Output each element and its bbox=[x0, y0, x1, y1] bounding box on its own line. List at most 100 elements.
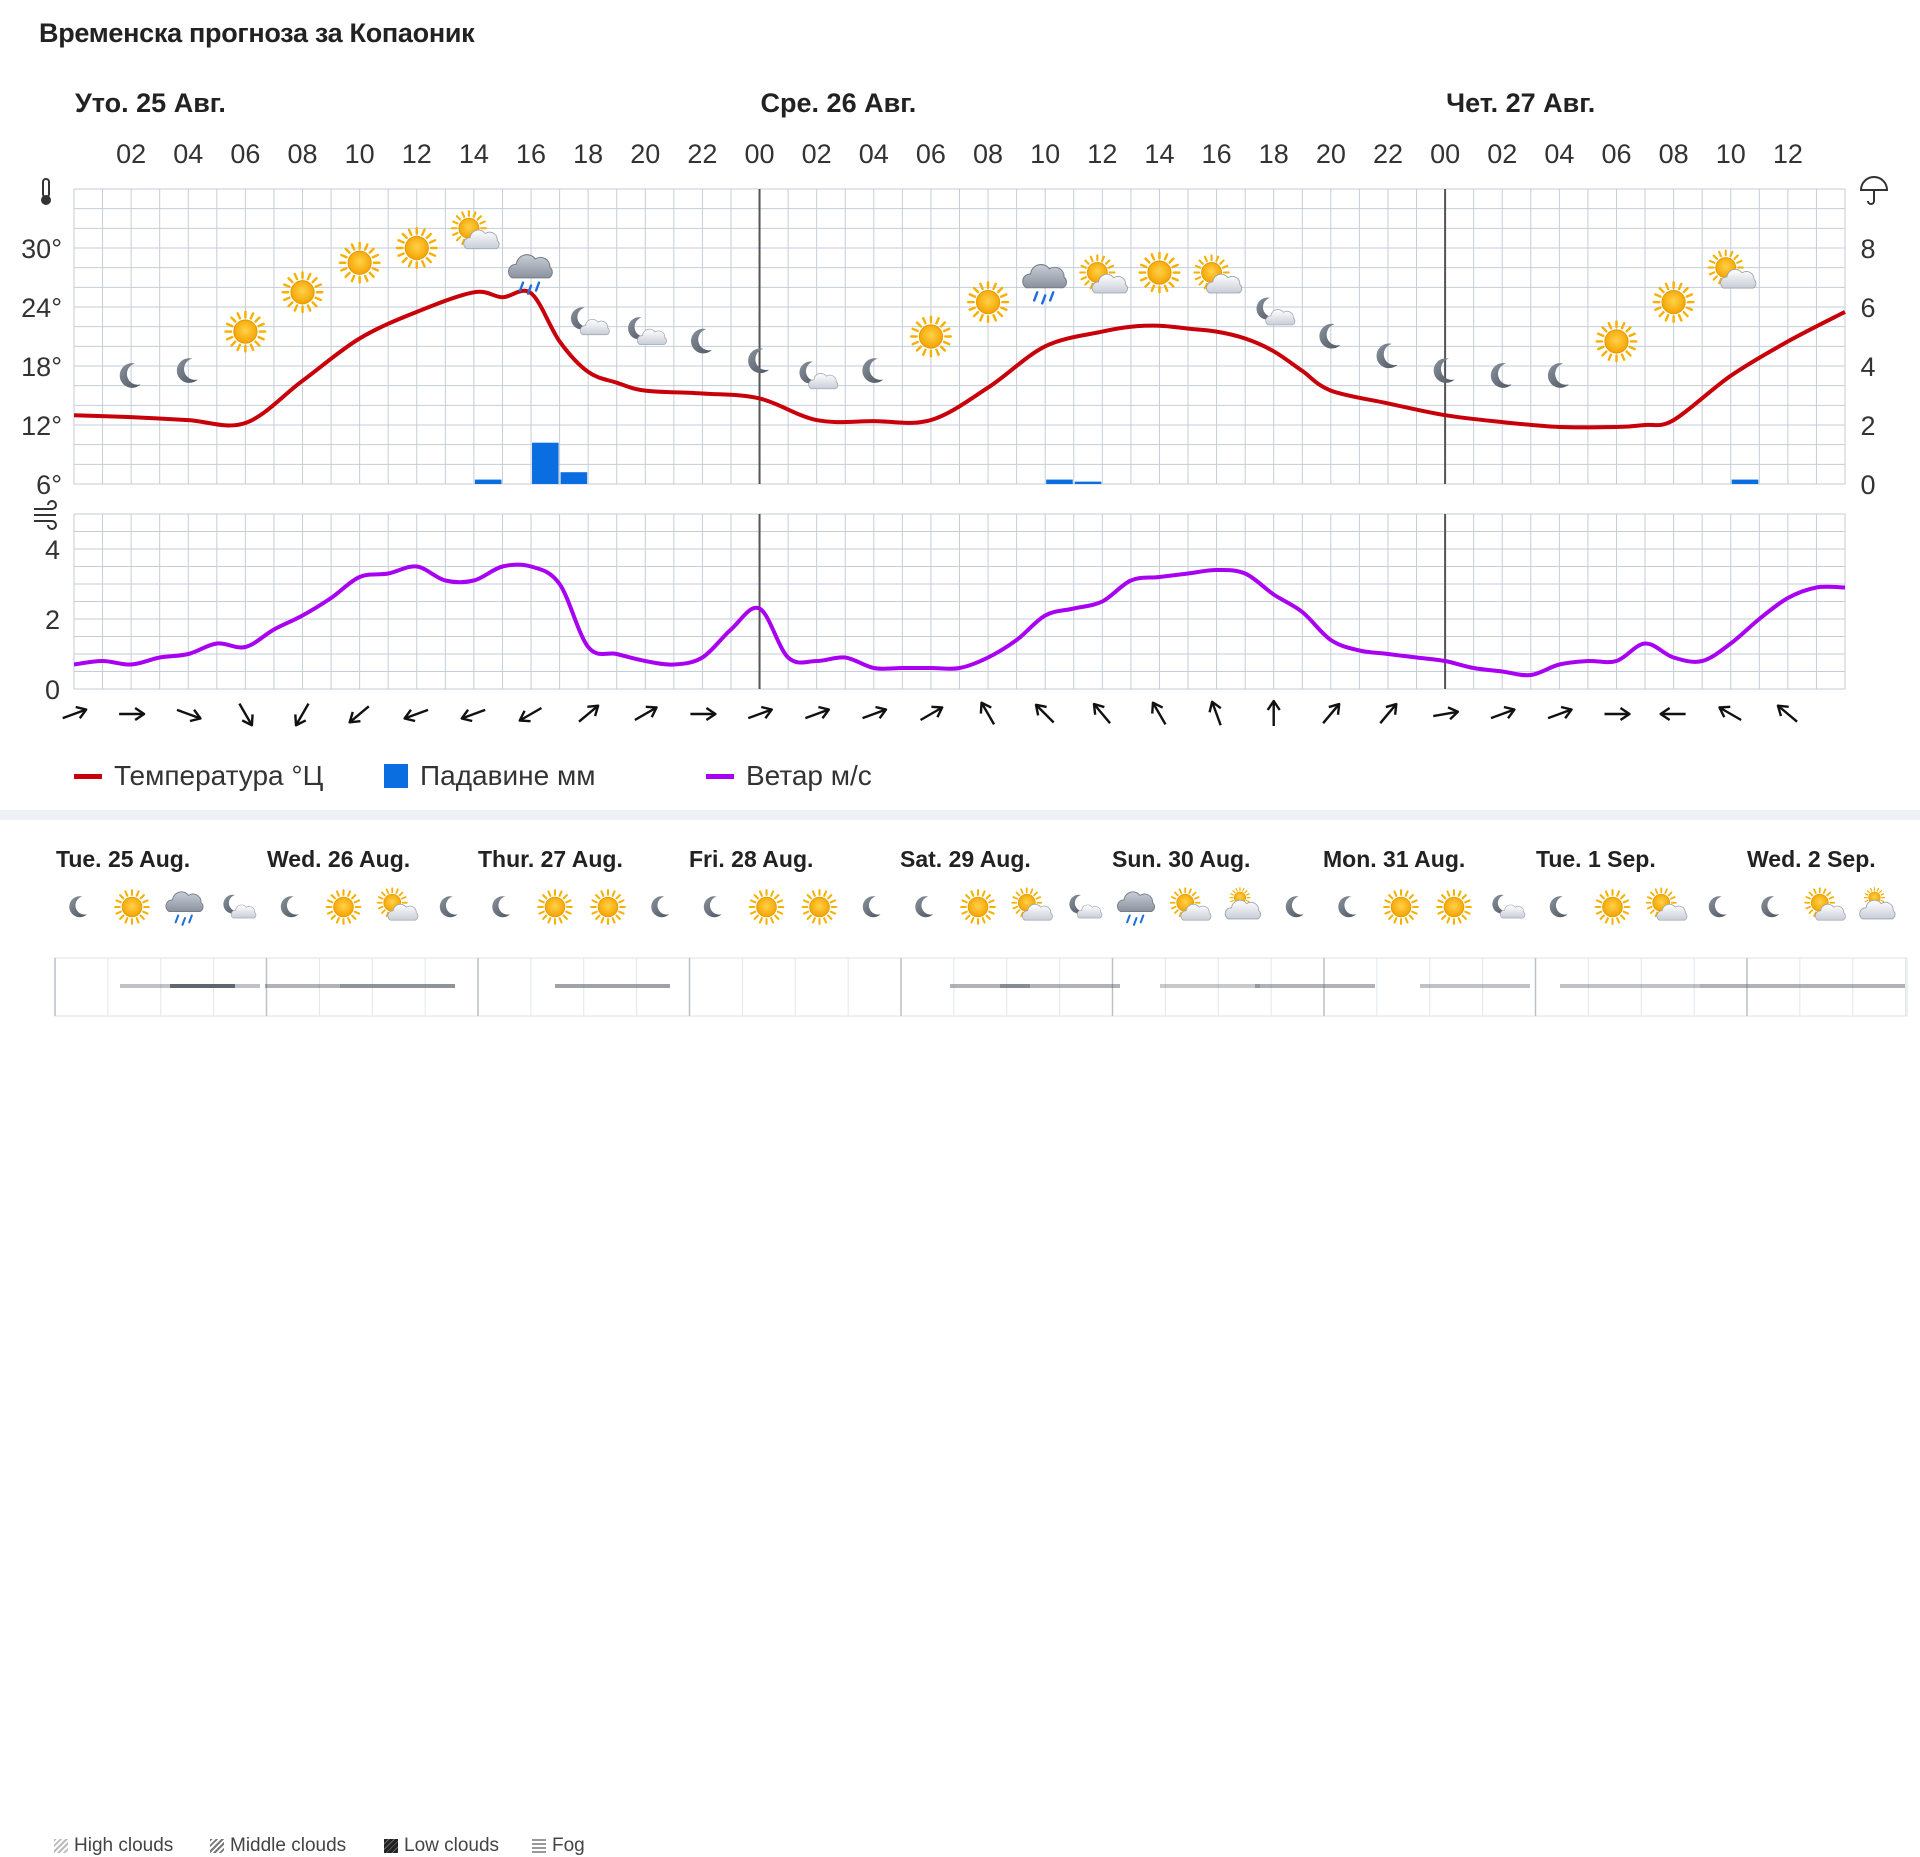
day-label: Чет. 27 Авг. bbox=[1446, 88, 1595, 118]
moon-icon bbox=[1338, 896, 1357, 918]
cloud-shape bbox=[165, 891, 204, 912]
moon-shape bbox=[1708, 896, 1727, 918]
page-title: Временска прогноза за Копаоник bbox=[39, 18, 475, 48]
wind-direction-arrow bbox=[62, 705, 88, 720]
arrow-head bbox=[875, 705, 888, 719]
sun-shape bbox=[748, 889, 785, 925]
sun-icon bbox=[967, 281, 1010, 324]
rain-icon bbox=[508, 254, 553, 295]
fog-icon bbox=[532, 1839, 546, 1853]
wind-stroke bbox=[34, 500, 57, 510]
wind-direction-arrow bbox=[747, 705, 773, 720]
rain-drop bbox=[1032, 291, 1039, 302]
wind-direction-arrow bbox=[1322, 702, 1341, 724]
moon-shape bbox=[280, 896, 299, 918]
hour-label: 22 bbox=[687, 139, 717, 169]
wind-direction-arrow bbox=[518, 706, 543, 723]
hour-label: 08 bbox=[1659, 139, 1689, 169]
hour-label: 10 bbox=[1716, 139, 1746, 169]
arrow-shaft bbox=[1322, 704, 1340, 724]
rain-drop bbox=[188, 914, 193, 924]
wind-direction-arrow bbox=[1092, 702, 1111, 724]
cloud-band bbox=[265, 984, 340, 988]
sun-shape bbox=[1594, 889, 1631, 925]
rain-drop bbox=[1126, 914, 1131, 924]
hour-label: 14 bbox=[459, 139, 489, 169]
precipitation-bar bbox=[1046, 479, 1073, 484]
arrow-head bbox=[1447, 706, 1460, 721]
middle-clouds-icon bbox=[210, 1839, 224, 1853]
hour-label: 06 bbox=[916, 139, 946, 169]
wind-direction-arrow bbox=[690, 707, 717, 721]
hour-label: 18 bbox=[1259, 139, 1289, 169]
moon-icon bbox=[651, 896, 670, 918]
moon-icon bbox=[703, 896, 722, 918]
sun-shape bbox=[114, 889, 150, 925]
arrow-shaft bbox=[1719, 706, 1742, 722]
temperature-tick-label: 12° bbox=[21, 411, 62, 441]
cloud-band bbox=[950, 984, 1030, 988]
cloud-band bbox=[1160, 984, 1260, 988]
umbrella-canopy bbox=[1859, 176, 1889, 191]
legend-precipitation-label: Падавине мм bbox=[420, 760, 596, 791]
wind-direction-arrow bbox=[238, 703, 254, 727]
wind-direction-arrow bbox=[634, 705, 658, 722]
sun-icon bbox=[281, 271, 324, 314]
precipitation-bar bbox=[474, 479, 502, 484]
moon-shape bbox=[439, 896, 458, 918]
forecast-chart: Уто. 25 Авг. Сре. 26 Авг. Чет. 27 Авг.02 04… bbox=[21, 88, 1889, 727]
sun-icon bbox=[801, 889, 838, 925]
arrow-head bbox=[1034, 703, 1047, 716]
hour-label: 22 bbox=[1373, 139, 1403, 169]
arrow-shaft bbox=[405, 708, 429, 720]
bottom-day-label: Thur. 27 Aug. bbox=[478, 846, 623, 872]
cloud-band bbox=[1560, 984, 1700, 988]
wind-direction-arrow bbox=[1266, 699, 1281, 726]
rain-icon bbox=[1116, 891, 1156, 926]
arrow-shaft bbox=[1035, 704, 1055, 724]
arrow-shaft bbox=[1379, 704, 1397, 724]
partly-cloudy-icon bbox=[1011, 887, 1053, 921]
hour-label: 18 bbox=[573, 139, 603, 169]
cloud-legend-label: High clouds bbox=[74, 1835, 174, 1856]
wind-direction-arrow bbox=[1433, 706, 1460, 721]
arrow-head bbox=[1385, 702, 1398, 715]
wind-direction-arrow bbox=[403, 708, 429, 723]
sun-shape bbox=[281, 271, 324, 314]
moon-icon bbox=[1708, 896, 1727, 918]
sun-shape bbox=[224, 310, 267, 353]
arrow-shaft bbox=[238, 703, 253, 725]
rain-drop bbox=[534, 281, 541, 292]
wind-stroke bbox=[34, 520, 57, 530]
hour-label: 14 bbox=[1144, 139, 1174, 169]
arrow-head bbox=[75, 705, 88, 719]
bottom-day-label: Wed. 2 Sep. bbox=[1747, 846, 1876, 872]
cloud-shape bbox=[1224, 899, 1261, 920]
legend-precipitation: Падавине мм bbox=[384, 756, 595, 796]
moon-icon bbox=[862, 896, 881, 918]
sun-icon bbox=[909, 315, 952, 358]
arrow-head bbox=[587, 704, 600, 717]
hour-label: 02 bbox=[1487, 139, 1517, 169]
sun-shape bbox=[967, 281, 1010, 324]
cloud-band bbox=[1700, 984, 1905, 988]
wind-direction-arrow bbox=[1208, 700, 1222, 726]
sun-icon bbox=[748, 889, 785, 925]
arrow-head bbox=[348, 711, 361, 724]
precipitation-tick-label: 6 bbox=[1860, 293, 1875, 323]
wind-direction-arrow bbox=[804, 705, 831, 720]
arrow-head bbox=[818, 705, 831, 719]
wind-direction-arrow bbox=[1718, 705, 1742, 722]
sun-icon bbox=[590, 889, 626, 925]
arrow-shaft bbox=[1490, 708, 1514, 720]
arrow-head bbox=[1718, 705, 1731, 718]
sun-icon bbox=[1383, 889, 1419, 925]
cloud-shape bbox=[1859, 899, 1896, 920]
extended-forecast: Tue. 25 Aug. Wed. 26 Aug. Thur. 27 Aug. … bbox=[0, 820, 1920, 1856]
partly-cloudy-icon bbox=[1169, 887, 1212, 921]
rain-icon bbox=[165, 891, 204, 926]
wind-direction-arrow bbox=[176, 708, 202, 723]
arrow-head bbox=[403, 709, 416, 723]
wind-tick-label: 0 bbox=[45, 675, 60, 705]
rain-drop bbox=[174, 914, 180, 924]
